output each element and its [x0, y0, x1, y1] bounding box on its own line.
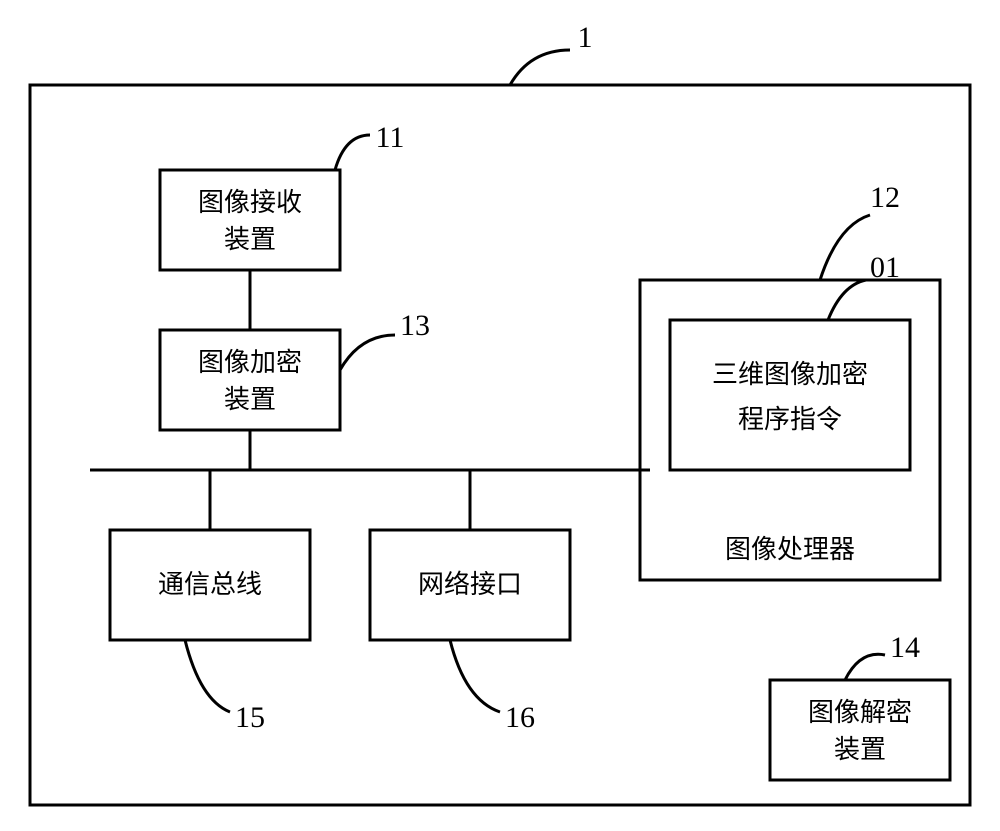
node-prog-line2: 程序指令: [738, 405, 842, 434]
callout-arc-outer: [510, 50, 570, 85]
callout-arc-recv: [335, 135, 370, 170]
node-encrypt-line2: 装置: [224, 385, 276, 414]
node-recv: 图像接收 装置: [160, 170, 340, 270]
callout-num-prog: 01: [870, 251, 900, 284]
node-prog-line1: 三维图像加密: [712, 360, 868, 389]
node-recv-line1: 图像接收: [198, 188, 302, 217]
node-decrypt-line2: 装置: [834, 735, 886, 764]
callout-num-recv: 11: [376, 121, 405, 154]
node-prog: 三维图像加密 程序指令: [670, 320, 910, 470]
node-decrypt: 图像解密 装置: [770, 680, 950, 780]
callout-arc-proc: [820, 215, 870, 280]
node-netif-line1: 网络接口: [418, 570, 522, 599]
callout-arc-commbus: [185, 640, 230, 712]
node-recv-line2: 装置: [224, 225, 276, 254]
node-decrypt-line1: 图像解密: [808, 698, 912, 727]
block-diagram: 1 图像接收 装置 图像加密 装置 通信总线 网络接口 图像处理器 三维图像加密…: [0, 0, 1000, 831]
node-commbus: 通信总线: [110, 530, 310, 640]
node-encrypt-line1: 图像加密: [198, 348, 302, 377]
callout-num-encrypt: 13: [400, 309, 430, 342]
callout-arc-netif: [450, 640, 500, 712]
callout-arc-encrypt: [340, 335, 395, 370]
node-encrypt: 图像加密 装置: [160, 330, 340, 430]
callout-num-netif: 16: [505, 701, 535, 734]
callout-num-decrypt: 14: [890, 631, 920, 664]
node-proc-label: 图像处理器: [725, 535, 855, 564]
callout-arc-decrypt: [845, 654, 885, 680]
label-outer: 1: [578, 21, 593, 54]
node-commbus-line1: 通信总线: [158, 570, 262, 599]
callout-num-commbus: 15: [235, 701, 265, 734]
callout-arc-prog: [828, 280, 866, 320]
node-netif: 网络接口: [370, 530, 570, 640]
callout-num-proc: 12: [870, 181, 900, 214]
